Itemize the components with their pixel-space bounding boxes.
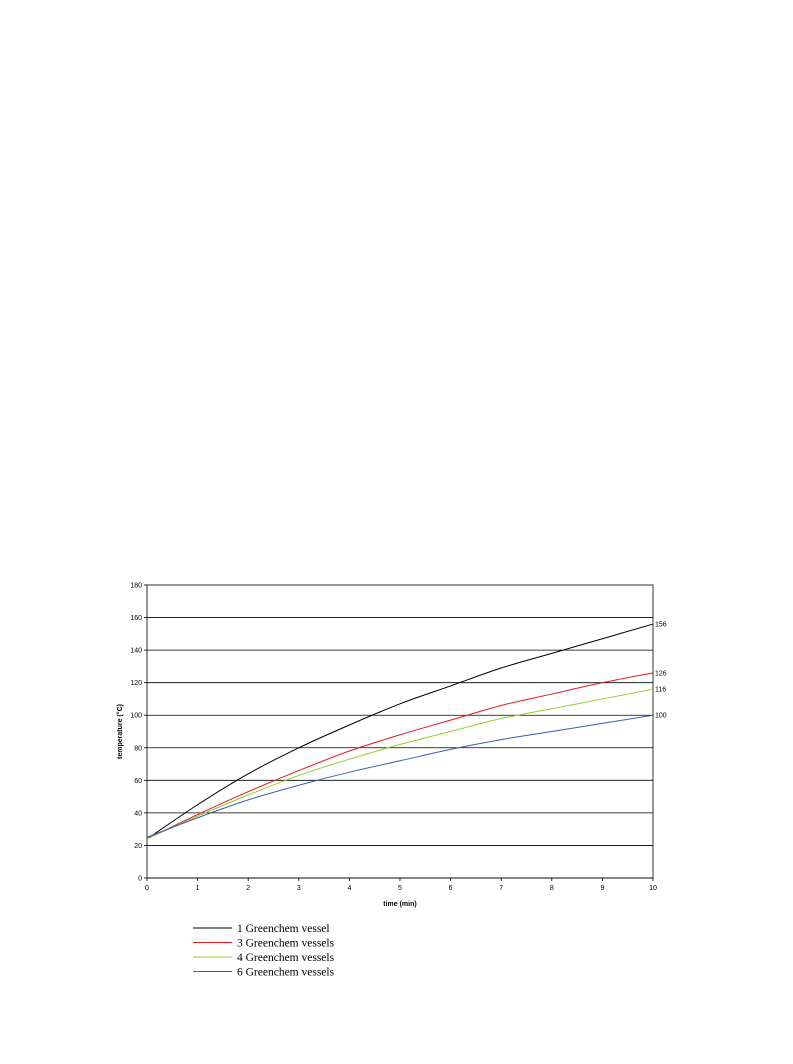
legend-label-4: 6 Greenchem vessels (237, 967, 335, 979)
y-tick-label: 100 (130, 713, 142, 720)
series-end-label-4: 100 (655, 713, 667, 720)
series-lines (146, 623, 654, 840)
x-tick-label: 5 (398, 885, 402, 892)
y-tick-label: 140 (130, 648, 142, 655)
x-axis-title: time (min) (383, 901, 416, 908)
series-end-label-1: 156 (655, 622, 667, 629)
series-line-4 (146, 714, 654, 838)
x-axis-ticks: 0 1 2 3 4 5 6 7 8 9 10 (145, 878, 657, 892)
series-line-1 (146, 623, 654, 840)
y-tick-label: 160 (130, 615, 142, 622)
legend: 1 Greenchem vessel 3 Greenchem vessels 4 G… (193, 923, 335, 979)
x-tick-label: 1 (196, 885, 200, 892)
series-end-label-2: 126 (655, 670, 667, 677)
legend-label-2: 3 Greenchem vessels (237, 938, 335, 950)
y-tick-label: 60 (134, 778, 142, 785)
x-tick-label: 10 (649, 885, 657, 892)
y-tick-label: 180 (130, 583, 142, 590)
x-tick-label: 8 (550, 885, 554, 892)
series-end-labels: 156 126 116 100 (655, 622, 667, 720)
x-tick-label: 2 (246, 885, 250, 892)
x-tick-label: 7 (499, 885, 503, 892)
series-line-3 (146, 688, 654, 840)
plot-area-frame (146, 584, 654, 879)
y-tick-label: 40 (134, 810, 142, 817)
y-tick-label: 0 (138, 876, 142, 883)
x-tick-label: 6 (449, 885, 453, 892)
y-axis-ticks: 0 20 40 60 80 100 120 140 160 180 (130, 583, 147, 883)
y-tick-label: 20 (134, 843, 142, 850)
series-end-label-3: 116 (655, 687, 666, 694)
gridlines (147, 617, 653, 846)
y-tick-label: 80 (134, 745, 142, 752)
x-tick-label: 4 (347, 885, 351, 892)
legend-label-1: 1 Greenchem vessel (237, 923, 330, 935)
y-axis-title: temperature (°C) (116, 704, 124, 759)
y-tick-label: 120 (130, 680, 142, 687)
x-tick-label: 9 (600, 885, 604, 892)
x-tick-label: 3 (297, 885, 301, 892)
x-tick-label: 0 (145, 885, 149, 892)
series-line-2 (146, 672, 654, 840)
legend-label-3: 4 Greenchem vessels (237, 952, 335, 964)
